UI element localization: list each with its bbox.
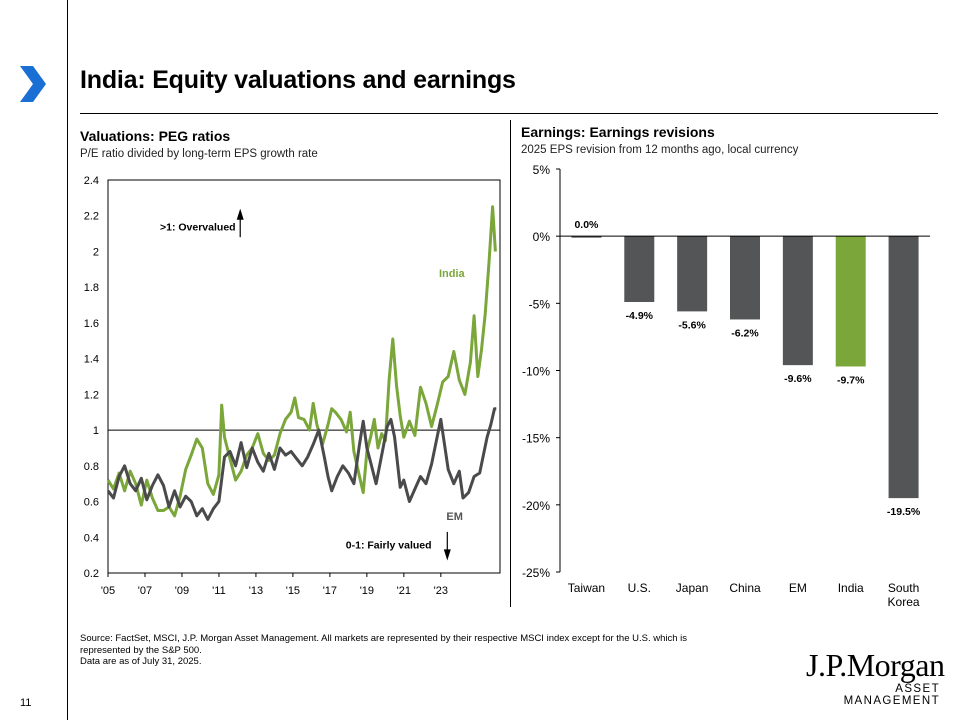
data-label: -6.2%: [731, 327, 759, 339]
x-category-label: China: [729, 581, 761, 595]
revisions-bar-chart: 5% 0% -5% -10% -15% -20% -25% 0.0% Taiwan -4.9% U.…: [522, 163, 930, 609]
bar-u-s-: [624, 236, 655, 302]
y-tick-label: 2: [93, 246, 99, 258]
x-category-label: Taiwan: [568, 581, 605, 595]
bar-taiwan: [571, 236, 602, 238]
title-rule: [80, 113, 938, 114]
series-line-em: [106, 407, 497, 521]
chevron-right-icon: [20, 66, 46, 102]
data-label: -5.6%: [678, 319, 706, 331]
left-chart-subtitle: P/E ratio divided by long-term EPS growt…: [80, 148, 318, 160]
y-tick-label: -20%: [522, 499, 550, 513]
left-chart-title: Valuations: PEG ratios: [80, 128, 231, 144]
source-line: Source: FactSet, MSCI, J.P. Morgan Asset…: [80, 633, 688, 644]
bar-china: [730, 236, 760, 320]
left-margin-rule: [67, 0, 68, 720]
series-line-india: [106, 205, 497, 518]
x-category-label: U.S.: [628, 581, 651, 595]
y-tick-label: -15%: [522, 432, 550, 446]
x-tick-label: '21: [397, 585, 411, 597]
y-tick-label: -10%: [522, 365, 550, 379]
source-line: represented by the S&P 500.: [80, 644, 202, 656]
peg-line-chart: 2.4 2.2 2 1.8 1.6 1.4 1.2 1 0.8 0.6 0.4 0.2'05 '07 '0…: [84, 175, 501, 597]
y-tick-label: 2.4: [84, 175, 99, 187]
bar-japan: [677, 236, 708, 312]
chart-divider: [510, 120, 511, 607]
jpmorgan-logo: J.P.Morgan ASSET MANAGEMENT: [806, 647, 945, 707]
source-note: Source: FactSet, MSCI, J.P. Morgan Asset…: [80, 633, 780, 668]
bar-south-korea: [888, 236, 919, 499]
x-tick-label: '17: [323, 585, 337, 597]
data-label: -9.7%: [837, 374, 865, 386]
y-tick-label: 0.4: [84, 532, 99, 544]
x-category-label: South: [888, 581, 919, 595]
x-category-label: Japan: [676, 581, 709, 595]
arrow-up-head: [236, 208, 244, 220]
bar-em: [782, 236, 813, 366]
x-tick-label: '09: [175, 585, 189, 597]
x-category-label: Korea: [888, 595, 920, 609]
x-tick-label: '23: [434, 585, 448, 597]
data-label: 0.0%: [574, 219, 599, 231]
series-label-india: India: [439, 268, 466, 280]
y-tick-label: 1.8: [84, 282, 99, 294]
y-tick-label: 1.2: [84, 389, 99, 401]
page-title: India: Equity valuations and earnings: [80, 66, 516, 94]
right-chart-subtitle: 2025 EPS revision from 12 months ago, lo…: [521, 144, 799, 156]
y-tick-label: 2.2: [84, 211, 99, 223]
annotation-overvalued: >1: Overvalued: [160, 221, 236, 233]
y-tick-label: 1.6: [84, 318, 99, 330]
y-tick-label: 0.2: [84, 568, 99, 580]
x-tick-label: '07: [138, 585, 152, 597]
x-tick-label: '05: [101, 585, 115, 597]
annotation-fairly-valued: 0-1: Fairly valued: [346, 539, 432, 551]
y-tick-label: 1.4: [84, 354, 99, 366]
x-tick-label: '13: [249, 585, 263, 597]
logo-subtitle: ASSET MANAGEMENT: [843, 683, 940, 707]
y-tick-label: -25%: [522, 566, 550, 580]
series-label-em: EM: [446, 511, 463, 523]
data-label: -19.5%: [887, 506, 921, 518]
y-tick-label: 0.8: [84, 461, 99, 473]
x-tick-label: '15: [286, 585, 300, 597]
x-category-label: EM: [789, 581, 807, 595]
x-category-label: India: [838, 581, 864, 595]
x-tick-label: '11: [212, 585, 226, 597]
data-label: -4.9%: [626, 310, 654, 322]
logo-wordmark: J.P.Morgan: [806, 647, 945, 683]
right-chart-title: Earnings: Earnings revisions: [521, 124, 715, 140]
y-tick-label: 0.6: [84, 497, 99, 509]
y-tick-label: 1: [93, 425, 99, 437]
y-tick-label: 5%: [533, 163, 551, 177]
bar-india: [835, 236, 866, 367]
source-line: Data are as of July 31, 2025.: [80, 656, 202, 667]
page-number: 11: [20, 697, 32, 709]
arrow-down-head: [443, 549, 451, 561]
y-tick-label: -5%: [529, 297, 551, 311]
data-label: -9.6%: [784, 373, 812, 385]
x-tick-label: '19: [360, 585, 374, 597]
y-tick-label: 0%: [533, 230, 551, 244]
plot-frame: [107, 179, 501, 574]
